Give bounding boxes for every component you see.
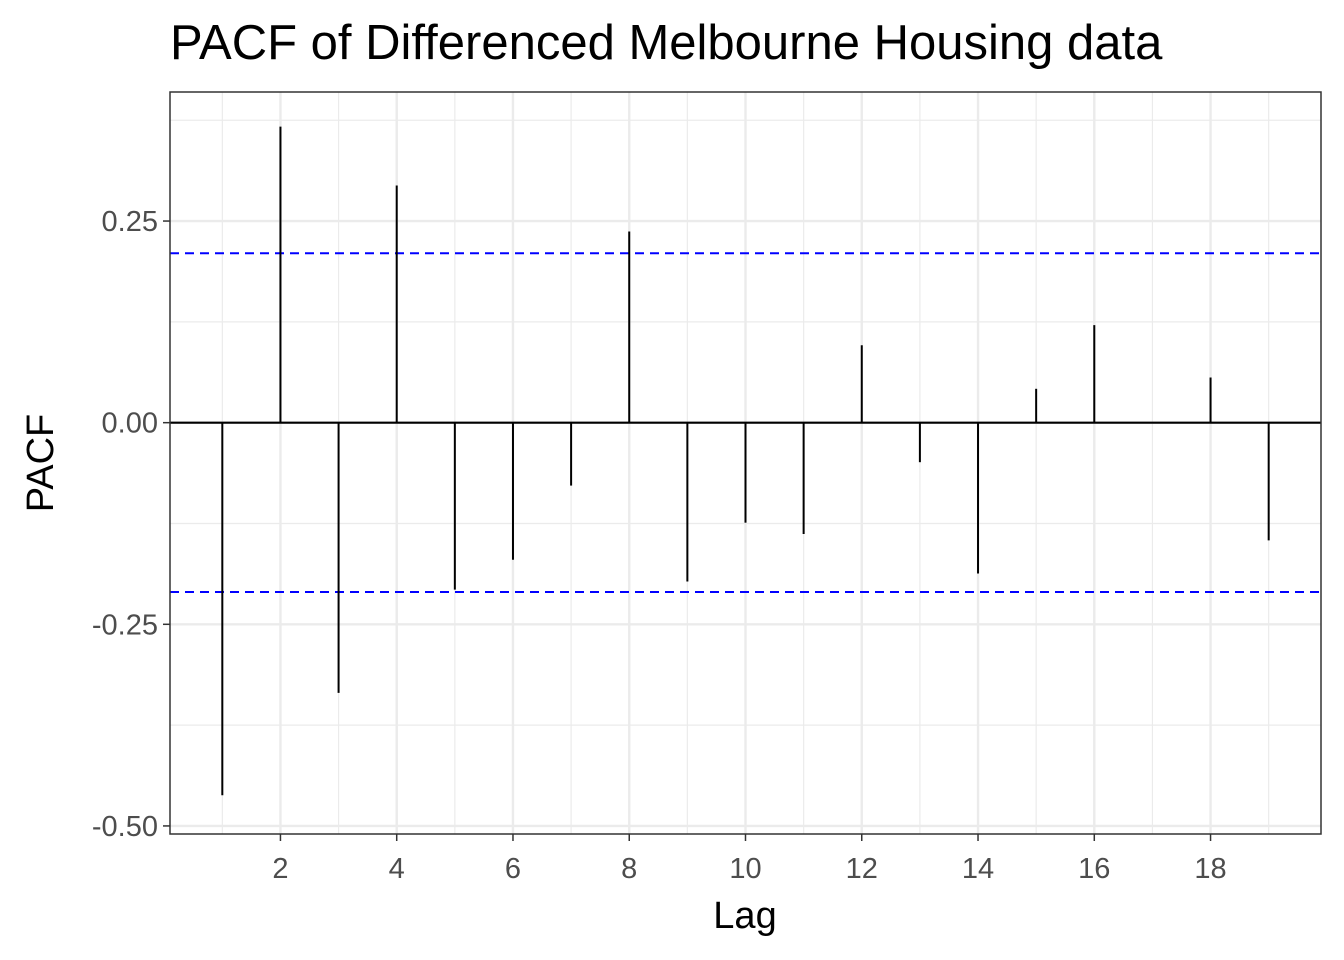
confidence-bounds xyxy=(170,252,1321,594)
x-axis: 2 4 6 8 10 12 14 16 18 xyxy=(272,834,1227,885)
x-tick-label: 12 xyxy=(846,853,878,885)
pacf-bars xyxy=(221,126,1270,796)
chart-title: PACF of Differenced Melbourne Housing da… xyxy=(170,16,1163,70)
x-axis-title: Lag xyxy=(713,895,776,937)
x-tick-label: 10 xyxy=(729,853,761,885)
y-tick-label: 0.25 xyxy=(102,206,158,238)
x-tick-label: 14 xyxy=(962,853,994,885)
y-axis: 0.25 0.00 -0.25 -0.50 xyxy=(92,206,170,843)
y-axis-title: PACF xyxy=(20,414,62,513)
x-tick-label: 8 xyxy=(621,853,637,885)
y-tick-label: -0.25 xyxy=(92,609,158,641)
x-tick-label: 2 xyxy=(272,853,288,885)
y-tick-label: -0.50 xyxy=(92,811,158,843)
x-tick-label: 6 xyxy=(505,853,521,885)
y-tick-label: 0.00 xyxy=(102,408,158,440)
x-tick-label: 16 xyxy=(1078,853,1110,885)
x-tick-label: 18 xyxy=(1194,853,1226,885)
x-tick-label: 4 xyxy=(389,853,405,885)
